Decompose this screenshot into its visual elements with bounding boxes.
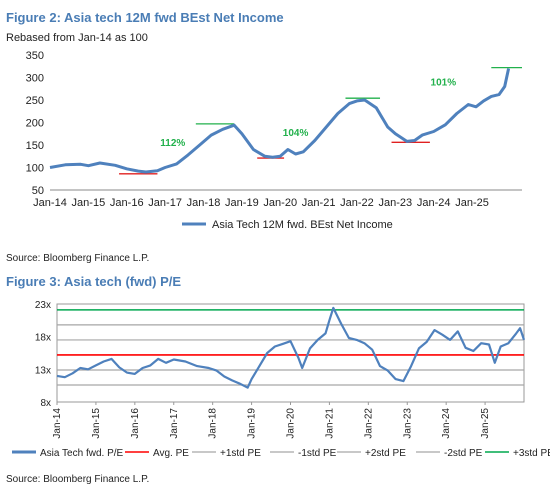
figure2-source: Source: Bloomberg Finance L.P. — [6, 253, 150, 264]
x-tick-label: Jan-25 — [480, 408, 491, 439]
x-tick-label: Jan-18 — [187, 197, 221, 209]
legend-label: Asia Tech 12M fwd. BEst Net Income — [212, 219, 393, 231]
x-tick-label: Jan-23 — [402, 408, 413, 439]
x-tick-label: Jan-16 — [110, 197, 144, 209]
x-tick-label: Jan-21 — [302, 197, 336, 209]
net-income-chart: 50 100 150 200 250 300 350 Jan-14 Jan-15 Jan-16 Ja… — [26, 50, 522, 231]
y-tick-label: 13x — [35, 365, 51, 376]
x-tick-label: Jan-22 — [340, 197, 374, 209]
legend-label: Asia Tech fwd. P/E — [40, 448, 124, 459]
x-tick-label: Jan-23 — [379, 197, 413, 209]
figure2-subtitle: Rebased from Jan-14 as 100 — [6, 32, 148, 44]
plot-frame — [56, 303, 525, 403]
x-tick-label: Jan-25 — [455, 197, 489, 209]
net-income-series-line — [49, 68, 511, 174]
y-tick-label: 300 — [26, 73, 44, 85]
y-tick-label: 200 — [26, 118, 44, 130]
y-tick-label: 250 — [26, 95, 44, 107]
growth-annotation: 101% — [431, 78, 457, 89]
pe-series-line — [56, 306, 526, 389]
x-tick-label: Jan-20 — [263, 197, 297, 209]
x-tick-label: Jan-14 — [33, 197, 67, 209]
growth-annotation: 112% — [160, 138, 185, 149]
x-tick-label: Jan-15 — [91, 408, 102, 439]
x-tick-label: Jan-16 — [130, 408, 141, 439]
y-tick-label: 8x — [40, 398, 51, 409]
x-tick-label: Jan-17 — [148, 197, 182, 209]
legend-label: -1std PE — [298, 448, 337, 459]
x-tick-label: Jan-24 — [441, 408, 452, 439]
legend-label: +1std PE — [220, 448, 261, 459]
x-tick-label: Jan-18 — [208, 408, 219, 439]
y-tick-label: 18x — [35, 333, 51, 344]
x-tick-label: Jan-19 — [247, 408, 258, 439]
figure3-source: Source: Bloomberg Finance L.P. — [6, 474, 150, 485]
x-tick-label: Jan-14 — [52, 408, 63, 439]
legend-label: +2std PE — [365, 448, 406, 459]
legend-label: +3std PE — [513, 448, 550, 459]
y-tick-label: 23x — [35, 300, 51, 311]
x-tick-label: Jan-22 — [363, 408, 374, 439]
y-tick-label: 100 — [26, 163, 44, 175]
x-tick-label: Jan-19 — [225, 197, 259, 209]
y-tick-label: 50 — [32, 185, 44, 197]
x-tick-label: Jan-15 — [72, 197, 106, 209]
figure2-title: Figure 2: Asia tech 12M fwd BEst Net Inc… — [6, 10, 284, 25]
x-tick-label: Jan-21 — [324, 408, 335, 439]
figure3-title: Figure 3: Asia tech (fwd) P/E — [6, 274, 182, 289]
growth-annotation: 104% — [283, 128, 309, 139]
legend-label: Avg. PE — [153, 448, 189, 459]
y-tick-label: 150 — [26, 140, 44, 152]
x-tick-label: Jan-20 — [286, 408, 297, 439]
y-tick-label: 350 — [26, 50, 44, 62]
x-tick-label: Jan-17 — [169, 408, 180, 439]
x-tick-label: Jan-24 — [417, 197, 451, 209]
legend-label: -2std PE — [444, 448, 483, 459]
